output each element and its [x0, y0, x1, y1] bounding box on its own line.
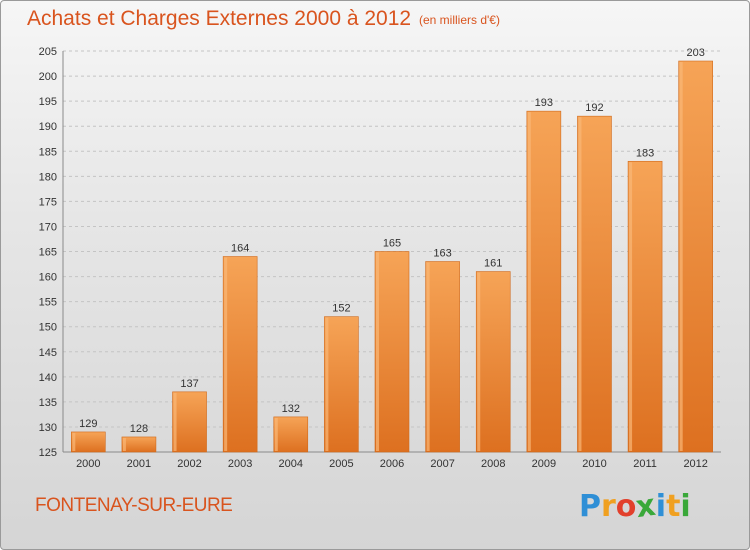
bar-2008: [475, 271, 511, 453]
y-tick-label: 180: [39, 171, 57, 183]
y-tick-label: 145: [39, 347, 57, 359]
y-tick-label: 160: [39, 272, 57, 284]
y-tick-label: 135: [39, 397, 57, 409]
bar-2004: [273, 416, 309, 453]
logo-letter: o: [615, 489, 637, 524]
x-tick-label-2000: 2000: [76, 458, 100, 470]
y-tick-label: 190: [39, 121, 57, 133]
bar-2007: [425, 261, 460, 453]
x-tick-label-2006: 2006: [380, 458, 404, 470]
chart-title: Achats et Charges Externes 2000 à 2012: [27, 7, 412, 30]
y-tick-label: 155: [39, 297, 57, 309]
bar-highlight: [679, 62, 683, 452]
bar-2010: [577, 115, 612, 453]
value-label-2000: 129: [79, 418, 97, 430]
x-tick-label-2005: 2005: [329, 458, 353, 470]
value-label-2001: 128: [130, 423, 148, 435]
y-tick-label: 125: [39, 447, 57, 459]
x-tick-label-2001: 2001: [127, 458, 151, 470]
bar-2005: [324, 316, 359, 453]
value-label-2002: 137: [180, 378, 198, 390]
bar-highlight: [376, 252, 379, 451]
x-tick-label-2008: 2008: [481, 458, 505, 470]
y-tick-label: 205: [39, 46, 57, 58]
y-tick-label: 140: [39, 372, 57, 384]
bar-highlight: [527, 112, 531, 452]
y-tick-label: 185: [39, 146, 57, 158]
value-label-2007: 163: [433, 248, 451, 260]
bar-highlight: [72, 432, 76, 451]
bar-2003: [222, 256, 258, 453]
value-label-2006: 165: [383, 238, 401, 250]
bar-2006: [374, 251, 410, 453]
logo-letter: i: [655, 489, 667, 524]
value-label-2011: 183: [636, 147, 654, 159]
value-label-2004: 132: [282, 403, 300, 415]
value-label-2012: 203: [687, 47, 705, 59]
value-label-2008: 161: [484, 258, 502, 270]
x-tick-label-2011: 2011: [633, 458, 657, 470]
value-label-2005: 152: [332, 303, 350, 315]
logo-letter: P: [579, 489, 601, 524]
y-tick-label: 150: [39, 322, 57, 334]
bar-highlight: [173, 392, 177, 451]
bar-2000: [71, 431, 106, 453]
y-tick-label: 130: [39, 422, 57, 434]
logo-letter: x: [634, 487, 659, 526]
logo-letter: t: [666, 489, 681, 524]
bar-2011: [627, 160, 663, 453]
x-tick-label-2010: 2010: [582, 458, 606, 470]
value-label-2010: 192: [585, 102, 603, 114]
x-tick-label-2009: 2009: [532, 458, 556, 470]
y-tick-label: 175: [39, 196, 57, 208]
chart-subtitle: (en milliers d'€): [419, 13, 500, 27]
x-tick-label-2003: 2003: [228, 458, 252, 470]
bar-highlight: [477, 272, 481, 451]
logo-letter: r: [601, 489, 616, 524]
x-tick-label-2004: 2004: [279, 458, 303, 470]
x-tick-label-2007: 2007: [430, 458, 454, 470]
proxiti-logo: Proxiti: [579, 487, 691, 526]
bar-highlight: [578, 117, 582, 451]
value-label-2003: 164: [231, 243, 249, 255]
y-tick-label: 195: [39, 96, 57, 108]
x-tick-label-2012: 2012: [683, 458, 707, 470]
bar-2009: [526, 110, 562, 453]
x-tick-label-2002: 2002: [177, 458, 201, 470]
value-label-2009: 193: [535, 97, 553, 109]
y-tick-label: 200: [39, 71, 57, 83]
bar-highlight: [629, 162, 633, 451]
bar-highlight: [274, 417, 278, 451]
bar-highlight: [325, 317, 329, 451]
commune-name: FONTENAY-SUR-EURE: [35, 495, 233, 516]
bar-2002: [172, 391, 207, 453]
bar-highlight: [122, 437, 126, 451]
bar-2012: [678, 60, 713, 453]
bar-highlight: [224, 257, 228, 451]
y-tick-label: 170: [39, 221, 57, 233]
y-tick-label: 165: [39, 247, 57, 259]
bar-highlight: [426, 262, 430, 451]
logo-letter: i: [680, 489, 691, 524]
bar-2001: [121, 436, 157, 453]
